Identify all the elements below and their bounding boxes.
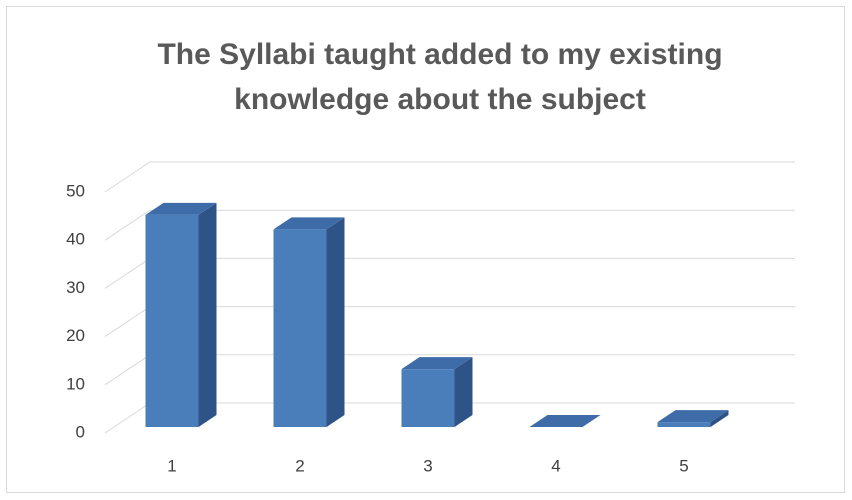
chart-title: The Syllabi taught added to my existing … <box>157 38 723 116</box>
bar <box>657 410 729 427</box>
x-tick-label: 5 <box>679 456 688 475</box>
y-tick-label: 30 <box>66 278 85 297</box>
y-tick-label: 10 <box>66 374 85 393</box>
x-tick-label: 3 <box>423 456 432 475</box>
y-tick-label: 0 <box>76 422 85 441</box>
chart-border <box>6 6 845 493</box>
x-tick-label: 4 <box>551 456 560 475</box>
grid-line <box>104 161 795 193</box>
bar <box>145 202 217 427</box>
grid-line <box>104 209 795 241</box>
x-tick-label: 2 <box>295 456 304 475</box>
bar <box>401 357 473 427</box>
y-tick-label: 40 <box>66 230 85 249</box>
y-tick-label: 20 <box>66 326 85 345</box>
y-tick-label: 50 <box>66 181 85 200</box>
bar <box>273 217 345 427</box>
bar <box>529 415 601 427</box>
x-tick-label: 1 <box>167 456 176 475</box>
